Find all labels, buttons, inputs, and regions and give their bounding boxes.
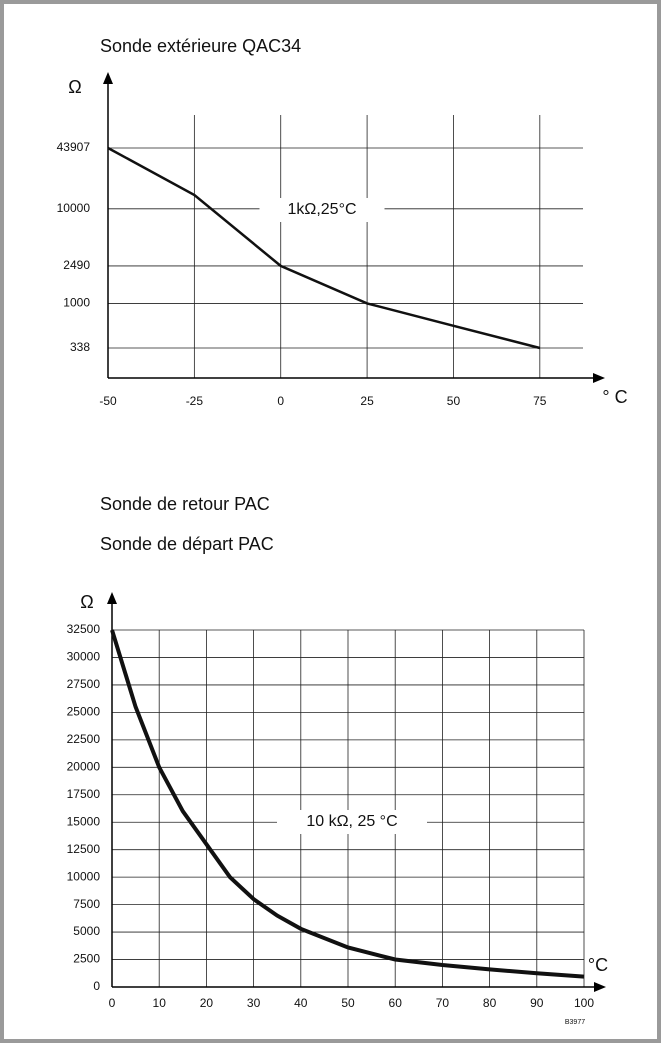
- y-tick-label: 10000: [67, 869, 101, 883]
- y-tick-label: 22500: [67, 732, 101, 746]
- y-tick-label: 43907: [57, 140, 91, 154]
- figure-code: B3977: [565, 1019, 585, 1026]
- x-axis-label: °C: [588, 955, 608, 975]
- y-tick-label: 15000: [67, 814, 101, 828]
- y-tick-label: 2500: [73, 952, 100, 966]
- x-tick-label: 60: [389, 996, 403, 1010]
- x-tick-label: 20: [200, 996, 214, 1010]
- x-tick-label: 80: [483, 996, 497, 1010]
- x-tick-label: 40: [294, 996, 308, 1010]
- y-tick-label: 5000: [73, 924, 100, 938]
- x-tick-label: 50: [341, 996, 355, 1010]
- y-tick-label: 25000: [67, 705, 101, 719]
- annotation-bg: [259, 198, 385, 222]
- y-axis-label: Ω: [68, 77, 81, 97]
- x-arrow: [594, 982, 606, 992]
- x-tick-label: 0: [109, 996, 116, 1010]
- y-tick-label: 12500: [67, 842, 101, 856]
- y-tick-label: 0: [93, 979, 100, 993]
- x-tick-label: 75: [533, 394, 547, 408]
- x-tick-label: 70: [436, 996, 450, 1010]
- y-arrow: [103, 72, 113, 84]
- x-tick-label: 0: [277, 394, 284, 408]
- x-tick-label: -25: [186, 394, 204, 408]
- chart-title: Sonde extérieure QAC34: [100, 36, 301, 56]
- y-tick-label: 10000: [57, 201, 91, 215]
- y-tick-label: 17500: [67, 787, 101, 801]
- y-tick-label: 20000: [67, 759, 101, 773]
- x-arrow: [593, 373, 605, 383]
- x-tick-label: -50: [99, 394, 117, 408]
- y-tick-label: 30000: [67, 650, 101, 664]
- curve: [107, 146, 541, 350]
- x-tick-label: 50: [447, 394, 461, 408]
- y-axis-label: Ω: [80, 592, 93, 612]
- curve: [110, 629, 585, 979]
- x-tick-label: 90: [530, 996, 544, 1010]
- y-tick-label: 338: [70, 340, 90, 354]
- x-tick-label: 100: [574, 996, 594, 1010]
- x-tick-label: 30: [247, 996, 261, 1010]
- y-arrow: [107, 592, 117, 604]
- x-tick-label: 10: [153, 996, 167, 1010]
- annotation: 10 kΩ, 25 °C: [306, 813, 397, 830]
- annotation: 1kΩ,25°C: [287, 201, 356, 218]
- y-tick-label: 27500: [67, 677, 101, 691]
- x-axis-label: ° C: [602, 387, 627, 407]
- chart-title: Sonde de retour PAC: [100, 494, 270, 514]
- y-tick-label: 7500: [73, 897, 100, 911]
- y-tick-label: 1000: [63, 296, 90, 310]
- x-tick-label: 25: [360, 394, 374, 408]
- y-tick-label: 2490: [63, 258, 90, 272]
- chart-subtitle: Sonde de départ PAC: [100, 534, 274, 554]
- y-tick-label: 32500: [67, 622, 101, 636]
- annotation-bg: [277, 810, 427, 834]
